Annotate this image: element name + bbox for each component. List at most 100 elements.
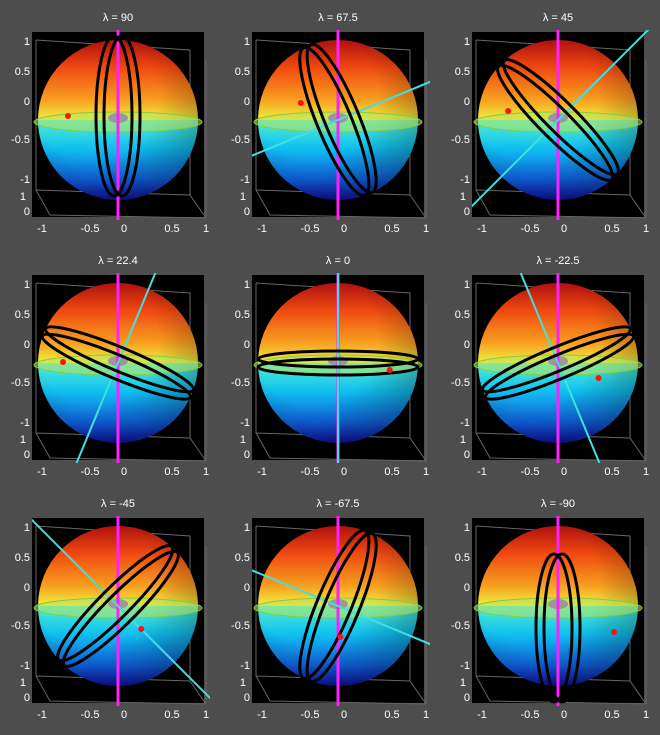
z-tick-label: 1 xyxy=(464,279,470,291)
z-tick-label: -1 xyxy=(20,174,30,186)
subplot-title: λ = -90 xyxy=(541,498,575,510)
z-tick-label: -0.5 xyxy=(11,620,30,632)
marker xyxy=(596,375,602,381)
x-tick-label: 1 xyxy=(203,709,209,721)
x-tick-label: -1 xyxy=(37,466,47,478)
x-tick-label: -1 xyxy=(257,223,267,235)
x-tick-label: 0 xyxy=(341,709,347,721)
x-tick-label: 0.5 xyxy=(604,466,619,478)
z-tick-label: -0.5 xyxy=(11,377,30,389)
z-tick-label: -0.5 xyxy=(231,377,250,389)
z-tick-label: 0.5 xyxy=(15,66,30,78)
y-tick-label: 0 xyxy=(24,449,30,461)
z-tick-label: -1 xyxy=(20,660,30,672)
x-tick-label: 0.5 xyxy=(384,466,399,478)
x-tick-label: -1 xyxy=(37,223,47,235)
x-tick-label: 1 xyxy=(643,709,649,721)
z-tick-label: 0 xyxy=(244,582,250,594)
z-tick-label: -0.5 xyxy=(11,134,30,146)
marker xyxy=(611,629,617,635)
z-tick-label: 0.5 xyxy=(235,309,250,321)
marker xyxy=(60,359,66,365)
x-tick-label: 0 xyxy=(121,466,127,478)
marker xyxy=(298,100,304,106)
y-tick-label: 0 xyxy=(24,206,30,218)
z-tick-label: 1 xyxy=(244,36,250,48)
z-tick-label: -1 xyxy=(240,417,250,429)
z-tick-label: 0.5 xyxy=(15,309,30,321)
x-tick-label: 0.5 xyxy=(604,223,619,235)
x-tick-label: 1 xyxy=(203,466,209,478)
z-tick-label: 0.5 xyxy=(235,552,250,564)
subplot-title: λ = 67.5 xyxy=(318,12,357,24)
x-tick-label: 0 xyxy=(341,223,347,235)
z-tick-label: -0.5 xyxy=(451,620,470,632)
z-tick-label: 1 xyxy=(24,279,30,291)
x-tick-label: 1 xyxy=(643,466,649,478)
x-tick-label: -0.5 xyxy=(301,223,320,235)
figure: λ = 90 1 0.5 0 -0.5 -1 1 0 -1 -0.5 0 0.5 1 λ = 67.5 1 0… xyxy=(0,0,660,730)
y-tick-label: 0 xyxy=(464,692,470,704)
x-tick-label: -1 xyxy=(257,466,267,478)
z-tick-label: 0 xyxy=(24,582,30,594)
z-tick-label: 0 xyxy=(24,96,30,108)
x-tick-label: 0 xyxy=(121,709,127,721)
z-tick-label: 1 xyxy=(24,522,30,534)
z-tick-label: -1 xyxy=(240,174,250,186)
subplot-title: λ = -22.5 xyxy=(536,255,579,267)
x-tick-label: 0.5 xyxy=(164,466,179,478)
x-tick-label: 0 xyxy=(561,223,567,235)
z-tick-label: 0 xyxy=(24,339,30,351)
z-tick-label: -1 xyxy=(240,660,250,672)
marker xyxy=(387,367,393,373)
x-tick-label: 0 xyxy=(561,466,567,478)
z-tick-label: -0.5 xyxy=(231,134,250,146)
y-tick-label: 1 xyxy=(240,434,246,446)
z-tick-label: 0 xyxy=(244,339,250,351)
marker xyxy=(505,108,511,114)
z-tick-label: -0.5 xyxy=(451,377,470,389)
x-tick-label: -0.5 xyxy=(301,709,320,721)
x-tick-label: 0.5 xyxy=(384,709,399,721)
x-tick-label: -0.5 xyxy=(301,466,320,478)
z-tick-label: 1 xyxy=(464,36,470,48)
x-tick-label: -1 xyxy=(477,466,487,478)
subplot-title: λ = 90 xyxy=(103,12,133,24)
x-tick-label: 1 xyxy=(203,223,209,235)
z-tick-label: -1 xyxy=(460,417,470,429)
y-tick-label: 0 xyxy=(244,206,250,218)
z-tick-label: 0 xyxy=(464,96,470,108)
subplot-title: λ = -45 xyxy=(101,498,135,510)
z-tick-label: -1 xyxy=(20,417,30,429)
x-tick-label: -0.5 xyxy=(521,466,540,478)
y-tick-label: 1 xyxy=(20,191,26,203)
z-tick-label: 1 xyxy=(24,36,30,48)
marker xyxy=(138,626,144,632)
subplot-title: λ = -67.5 xyxy=(316,498,359,510)
z-tick-label: -0.5 xyxy=(451,134,470,146)
subplot-title: λ = 45 xyxy=(543,12,573,24)
z-tick-label: 0.5 xyxy=(455,309,470,321)
x-tick-label: 0.5 xyxy=(604,709,619,721)
z-tick-label: 1 xyxy=(244,279,250,291)
x-tick-label: 1 xyxy=(423,223,429,235)
z-tick-label: 0.5 xyxy=(455,66,470,78)
subplot-title: λ = 0 xyxy=(326,255,350,267)
x-tick-label: 0 xyxy=(121,223,127,235)
x-tick-label: -0.5 xyxy=(521,223,540,235)
x-tick-label: -1 xyxy=(257,709,267,721)
y-tick-label: 0 xyxy=(464,449,470,461)
y-tick-label: 1 xyxy=(460,191,466,203)
y-tick-label: 0 xyxy=(464,206,470,218)
y-tick-label: 0 xyxy=(244,449,250,461)
x-tick-label: 0 xyxy=(341,466,347,478)
z-tick-label: 1 xyxy=(464,522,470,534)
x-tick-label: 1 xyxy=(423,466,429,478)
x-tick-label: -0.5 xyxy=(81,466,100,478)
z-tick-label: 0 xyxy=(244,96,250,108)
z-tick-label: 0.5 xyxy=(15,552,30,564)
x-tick-label: -1 xyxy=(477,223,487,235)
z-tick-label: 1 xyxy=(244,522,250,534)
